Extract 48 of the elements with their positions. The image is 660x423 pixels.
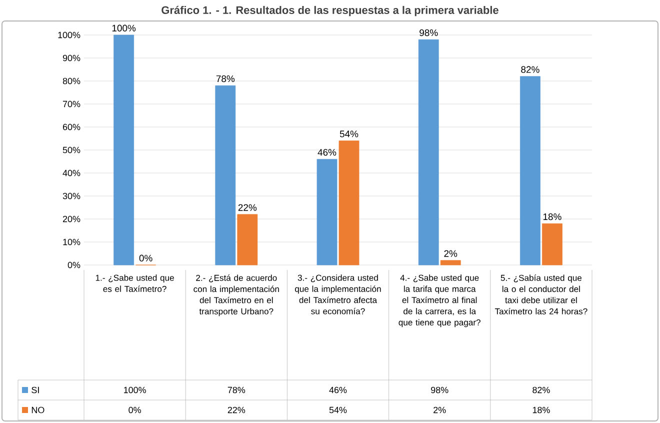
y-tick-label: 60% [62,124,80,130]
data-label: 82% [532,386,550,394]
x-tick-label: 2.- ¿Está de acuerdo con la implementación del Taxímetro en el transporte Urbano? [194,274,279,316]
data-label: 46% [329,386,347,394]
data-label: 98% [431,386,448,394]
y-tick-label: 100% [58,32,80,38]
legend-label: SI [32,386,39,394]
text: 18% [543,213,562,220]
bar [114,34,134,266]
x-tick-label: 3.- ¿Considera usted que la implementación del Taxímetro afecta su economía? [295,274,381,314]
data-label: 18% [532,406,550,414]
text: 54% [340,130,358,138]
y-tick-label: 10% [63,238,80,246]
x-tick-label: 4.- ¿Sabe usted que la tarifa que marca el Taxímetro al final de la carrera, es la que tiene que pagar? [398,274,480,328]
y-tick-label: 30% [62,192,80,200]
data-label: 22% [228,406,246,414]
y-tick-label: 80% [62,78,80,84]
data-label: 78% [228,386,246,394]
data-label: 2% [434,406,446,414]
y-tick-label: 70% [62,100,80,108]
bar [520,76,540,266]
data-label: 54% [329,406,347,414]
chart-title: Gráfico 1. - 1. Resultados de las respuestas a la primera variable [162,6,498,16]
data-label: 0% [128,406,141,414]
bar [237,214,258,266]
text: 78% [216,75,235,82]
y-tick-label: 40% [62,170,80,176]
bar [316,158,338,266]
text: 98% [420,29,438,36]
x-tick-label: 1.- ¿Sabe usted que es el Taxímetro? [96,274,174,292]
bar [542,223,562,266]
text: 100% [112,24,136,32]
text: 22% [238,204,257,211]
text: 2% [444,250,458,257]
bar [338,140,360,266]
y-tick-label: 50% [62,146,80,154]
bar [440,260,461,266]
bar [418,39,439,266]
x-tick-label: 5.- ¿Sabía usted que la o el conductor del taxi debe utilizar el Taxímetro las 24 horas? [494,274,588,314]
data-label: 100% [124,386,146,394]
y-tick-label: 90% [62,54,80,62]
legend-label: NO [32,406,44,414]
text: 46% [318,148,336,156]
text: 82% [521,66,540,73]
y-tick-label: 0% [68,262,80,268]
y-tick-label: 20% [62,216,80,222]
bar [215,85,236,266]
text: 0% [139,254,152,262]
